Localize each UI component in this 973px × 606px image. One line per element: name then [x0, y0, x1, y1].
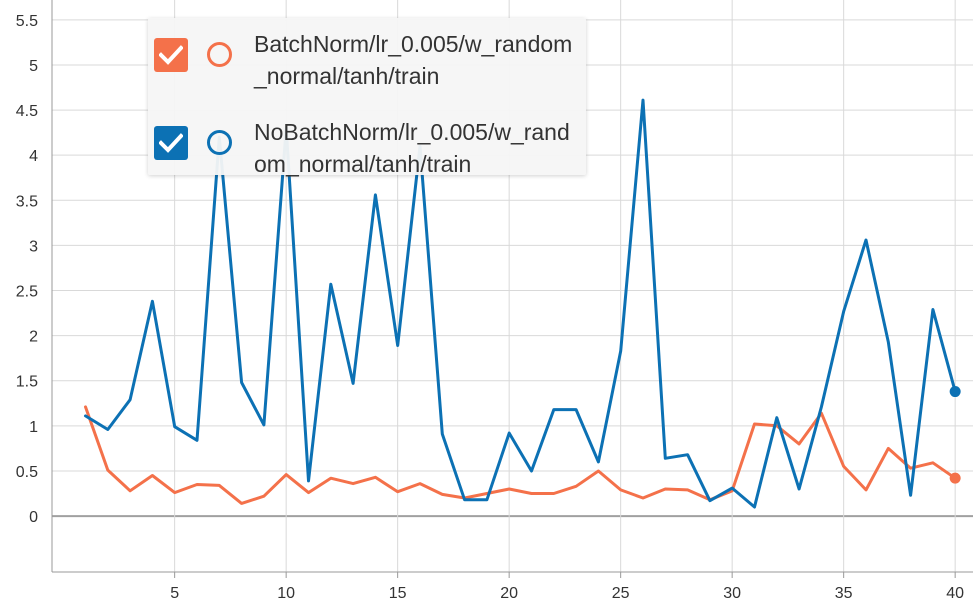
- y-tick-label: 3.5: [16, 193, 38, 210]
- series-line-nobatchnorm: [84, 98, 957, 509]
- legend: BatchNorm/lr_0.005/w_random_normal/tanh/…: [148, 18, 586, 177]
- x-tick-label: 40: [946, 585, 964, 602]
- last-point-nobatchnorm: [949, 386, 961, 398]
- x-tick-label: 5: [170, 585, 179, 602]
- legend-label-batchnorm: BatchNorm/lr_0.005/w_random_normal/tanh/…: [254, 31, 573, 89]
- circle-icon: [207, 42, 232, 67]
- circle-icon: [207, 130, 232, 155]
- batchnorm-checkbox[interactable]: [154, 38, 188, 72]
- x-tick-labels: 5 10 15 20 25 30 35 40: [170, 585, 964, 602]
- x-tick-label: 35: [835, 585, 853, 602]
- y-tick-label: 5: [29, 58, 38, 75]
- y-tick-label: 2.5: [16, 284, 38, 301]
- checkmark-icon: [159, 133, 183, 153]
- x-tick-label: 20: [500, 585, 518, 602]
- y-tick-labels: 0 0.5 1 1.5 2 2.5 3 3.5 4 4.5 5 5.5: [16, 13, 38, 526]
- y-tick-label: 4: [29, 148, 38, 165]
- legend-item-nobatchnorm[interactable]: NoBatchNorm/lr_0.005/w_random_normal/tan…: [154, 112, 582, 182]
- y-tick-label: 0: [29, 509, 38, 526]
- nobatchnorm-checkbox[interactable]: [154, 126, 188, 160]
- series-lines: [84, 98, 961, 509]
- last-point-batchnorm: [949, 472, 961, 484]
- y-tick-label: 1.5: [16, 374, 38, 391]
- y-tick-label: 4.5: [16, 103, 38, 120]
- y-tick-label: 1: [29, 419, 38, 436]
- x-tick-label: 15: [389, 585, 407, 602]
- legend-item-batchnorm[interactable]: BatchNorm/lr_0.005/w_random_normal/tanh/…: [154, 24, 582, 94]
- axes: [51, 0, 973, 578]
- x-tick-label: 10: [277, 585, 295, 602]
- y-tick-label: 5.5: [16, 13, 38, 30]
- y-tick-label: 0.5: [16, 464, 38, 481]
- y-tick-label: 3: [29, 238, 38, 255]
- series-line-batchnorm: [84, 405, 957, 505]
- y-tick-label: 2: [29, 329, 38, 346]
- checkmark-icon: [159, 45, 183, 65]
- legend-label-nobatchnorm: NoBatchNorm/lr_0.005/w_random_normal/tan…: [254, 119, 570, 177]
- x-tick-label: 30: [723, 585, 741, 602]
- x-tick-label: 25: [612, 585, 630, 602]
